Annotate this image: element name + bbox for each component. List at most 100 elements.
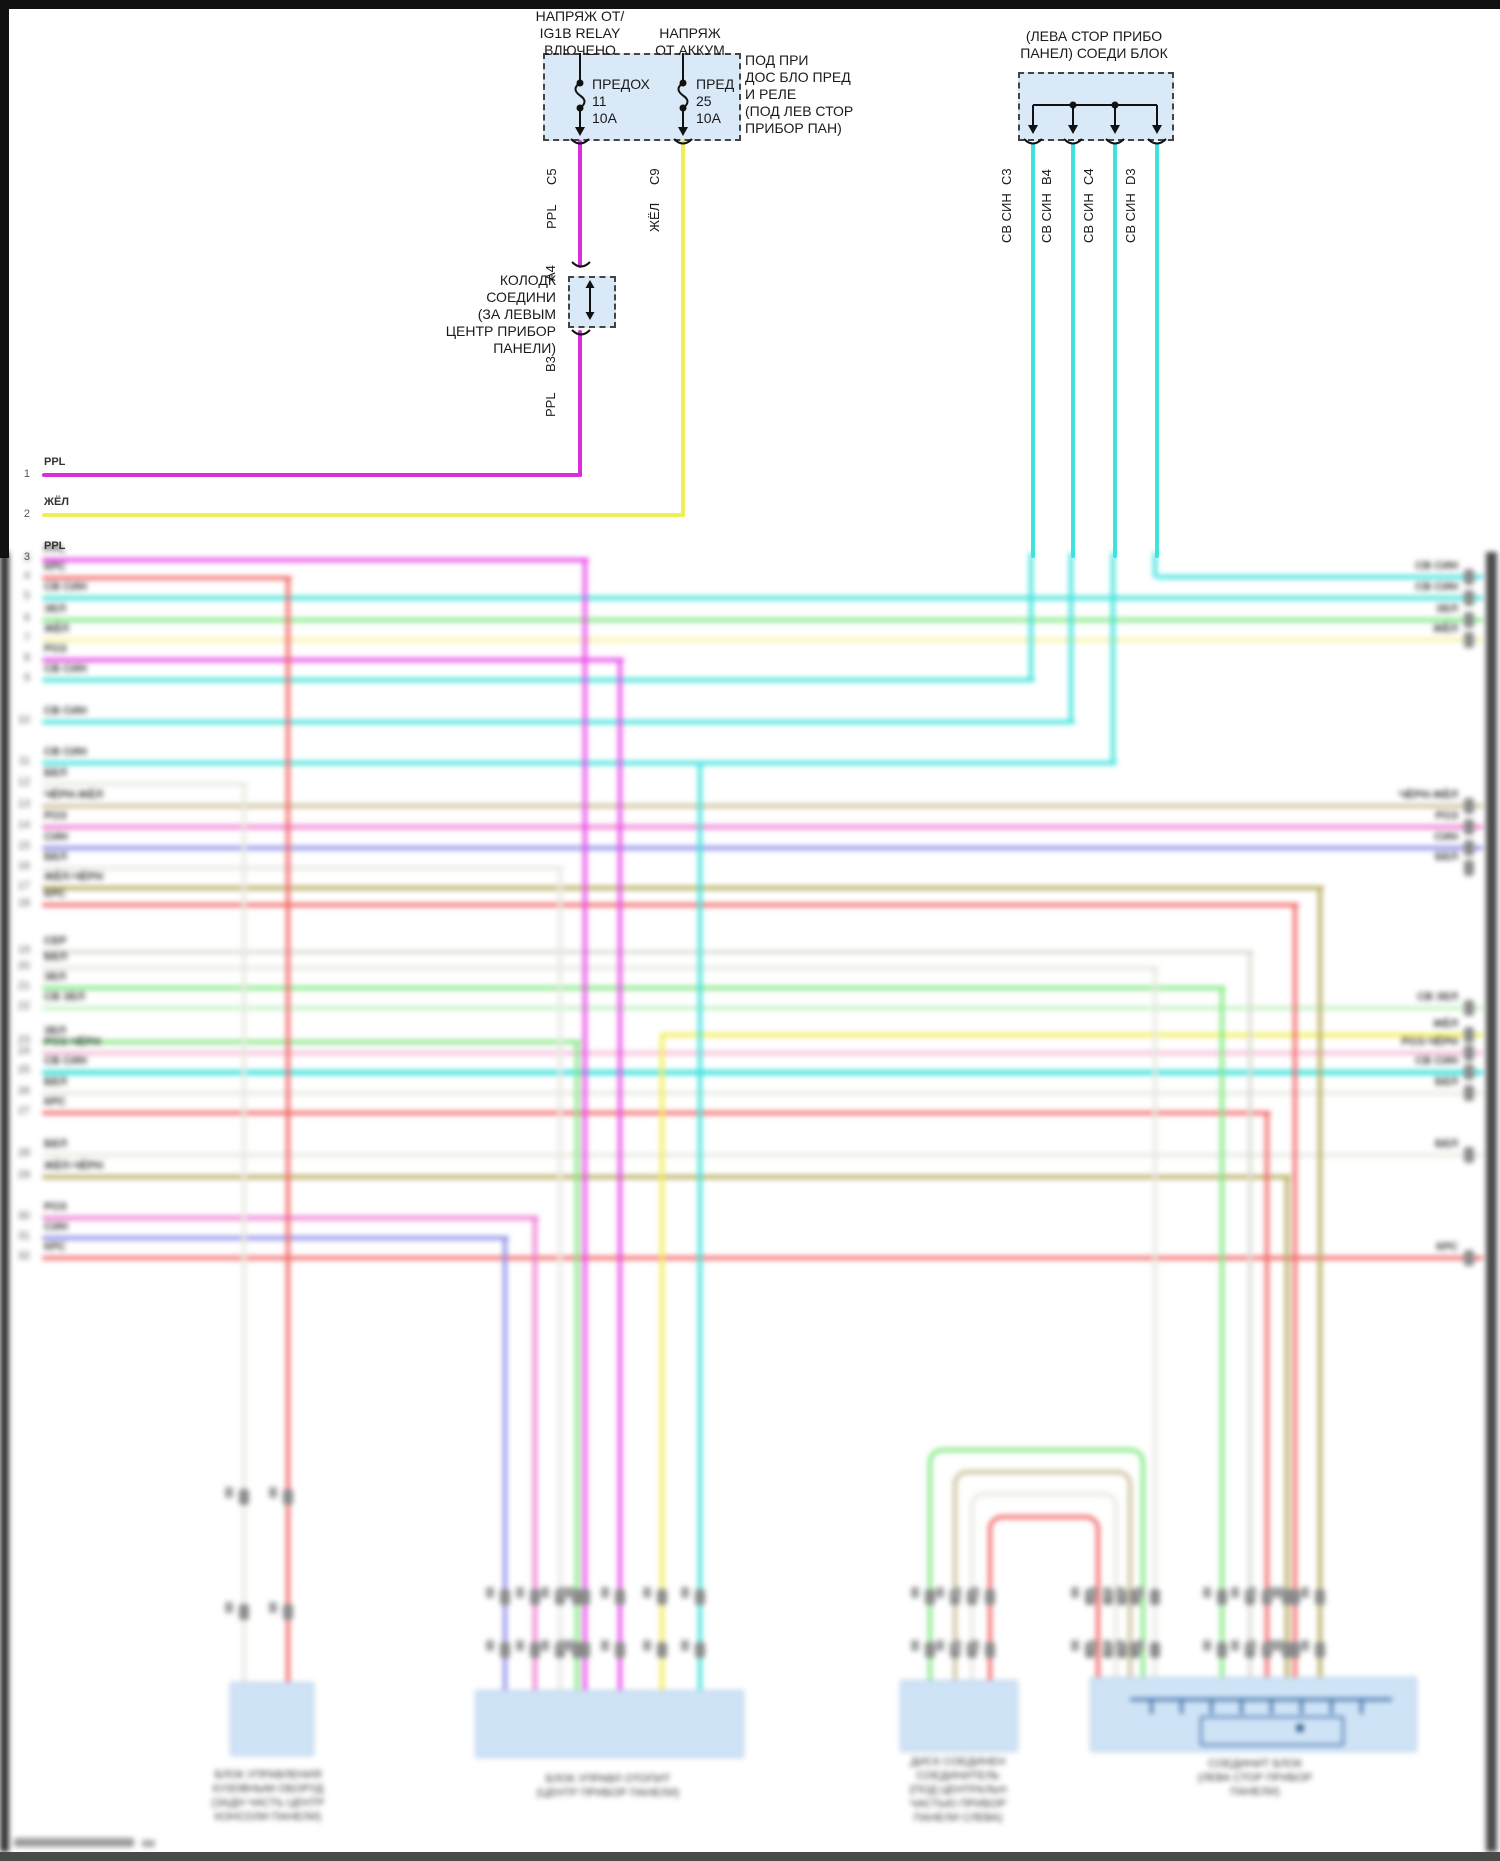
- right-wire-label: СВ СИН: [1415, 1055, 1458, 1067]
- fuse-panel-note-line: И РЕЛЕ: [745, 86, 797, 102]
- wire-row: [42, 1236, 509, 1240]
- pin-mark: [1464, 632, 1474, 648]
- pin-label-blob: [681, 1587, 689, 1598]
- pin-label-blob: [1231, 1587, 1239, 1598]
- row-label: РОЗ: [44, 643, 67, 655]
- block4-bus-tick: [1270, 1698, 1273, 1714]
- connector-block: [230, 1682, 314, 1756]
- wire-row: [42, 638, 1483, 642]
- block4-bus-tick: [1150, 1698, 1153, 1714]
- pin-mark: [925, 1642, 935, 1658]
- join-block-title-line: ПАНЕЛ) СОЕДИ БЛОК: [1020, 45, 1168, 61]
- connector-block: [475, 1690, 744, 1758]
- row-label: ЗЕЛ: [44, 971, 66, 983]
- wire-row: [42, 1040, 581, 1044]
- fuse1-number: 11: [592, 93, 607, 109]
- right-wire-label: РОЗ-ЧЁРН: [1401, 1036, 1458, 1048]
- row-number: 19: [17, 944, 30, 956]
- row-label: КРС: [44, 1241, 66, 1253]
- block-caption-line: КУЗОВНЫМ ОБОРУД: [212, 1783, 324, 1795]
- row-number: 21: [17, 980, 30, 992]
- pin-label-blob: [1268, 1640, 1276, 1651]
- pin-label-blob: [269, 1602, 277, 1613]
- pin-label-blob: [911, 1640, 919, 1651]
- row-number: 8: [23, 652, 30, 664]
- wire-row: [42, 1091, 1483, 1095]
- block-caption-line: КОНСОЛИ ПАНЕЛИ): [214, 1811, 322, 1823]
- fuse-source1-line: НАПРЯЖ ОТ/: [535, 8, 625, 24]
- row-number: 27: [17, 1105, 30, 1117]
- row-number: 12: [17, 776, 30, 788]
- wire-row: [42, 1153, 1483, 1157]
- pin-mark: [695, 1642, 705, 1658]
- wire-vertical: [558, 866, 562, 1694]
- footer-code-blob: [14, 1838, 134, 1847]
- pin-mark: [1150, 1589, 1160, 1605]
- junction-label-line: ПАНЕЛИ): [493, 340, 556, 356]
- block-caption-line: (ПОД ЦЕНТРАЛЬН: [909, 1784, 1007, 1796]
- pin-mark: [1282, 1589, 1292, 1605]
- pin-mark: [1290, 1589, 1300, 1605]
- pin-mark: [1464, 798, 1474, 814]
- wire-row: [42, 761, 1117, 765]
- wire-row: [42, 1070, 1483, 1075]
- pin-mark: [1464, 1045, 1474, 1061]
- wire-jumper: [953, 1470, 1132, 1686]
- wire-vertical: [1069, 552, 1073, 722]
- pin-mark: [1464, 1250, 1474, 1266]
- wire-row: [42, 966, 1159, 970]
- row-label: РОЗ-ЧЁРН: [44, 1036, 101, 1048]
- right-wire-label: ЖЁЛ: [1432, 1018, 1458, 1030]
- pin-label-blob: [225, 1487, 233, 1498]
- pin-label-blob: [953, 1587, 961, 1598]
- row-label: ЗЕЛ: [44, 1025, 66, 1037]
- pin-mark: [985, 1589, 995, 1605]
- pin-label-blob: [486, 1640, 494, 1651]
- wire-vertical: [575, 1040, 579, 1694]
- wire-row-1: [42, 473, 582, 477]
- row-number: 17: [17, 880, 30, 892]
- schematic-symbols: [570, 53, 1167, 336]
- wire-ppl-fuse-drop: [578, 140, 582, 268]
- wire-yellow-drop: [681, 140, 685, 517]
- wire-vertical: [1111, 552, 1115, 763]
- right-wire-label: БЕЛ: [1435, 1138, 1458, 1150]
- pin-mark: [239, 1489, 249, 1505]
- pin-mark: [1464, 1085, 1474, 1101]
- wire-vertical: [533, 1216, 537, 1694]
- pin-label-blob: [1301, 1640, 1309, 1651]
- row-label: СЕР: [44, 935, 67, 947]
- block-caption-line: БЛОК УПРАВЛ ОТОПИТ: [545, 1773, 671, 1785]
- pin-mark: [1464, 612, 1474, 628]
- wire-row: [42, 1256, 1483, 1260]
- wire-row: [42, 658, 624, 662]
- block4-bus-tick: [1210, 1698, 1213, 1714]
- pin-label-blob: [541, 1640, 549, 1651]
- wire-vertical: [1318, 886, 1322, 1682]
- pin-mark: [1464, 860, 1474, 876]
- wire-row: [42, 804, 1483, 808]
- row-label: ЗЕЛ: [44, 603, 66, 615]
- block4-bus-line: [1130, 1698, 1392, 1701]
- pin-mark: [580, 1589, 590, 1605]
- block4-bus-tick: [1180, 1698, 1183, 1714]
- row-number: 20: [17, 960, 30, 972]
- pin-mark: [572, 1642, 582, 1658]
- right-wire-label: СВ СИН: [1415, 560, 1458, 572]
- right-wire-label: БЕЛ: [1435, 851, 1458, 863]
- pin-label-blob: [1276, 1587, 1284, 1598]
- fuse-source2-line: ОТ АККУМ: [655, 42, 725, 58]
- pin-label-blob: [541, 1587, 549, 1598]
- pin-label-blob: [1071, 1587, 1079, 1598]
- wire-vertical: [1220, 986, 1224, 1682]
- junction-label-line: КОЛОДК: [499, 272, 556, 288]
- row-number: 15: [17, 840, 30, 852]
- wire-vertical: [1153, 552, 1157, 578]
- pin-mark: [1464, 1147, 1474, 1163]
- pin-mark: [1217, 1642, 1227, 1658]
- page-top-border: [0, 0, 1500, 9]
- wire-row: [42, 903, 1299, 907]
- pin-label-blob: [1301, 1587, 1309, 1598]
- row-number: 11: [18, 755, 30, 767]
